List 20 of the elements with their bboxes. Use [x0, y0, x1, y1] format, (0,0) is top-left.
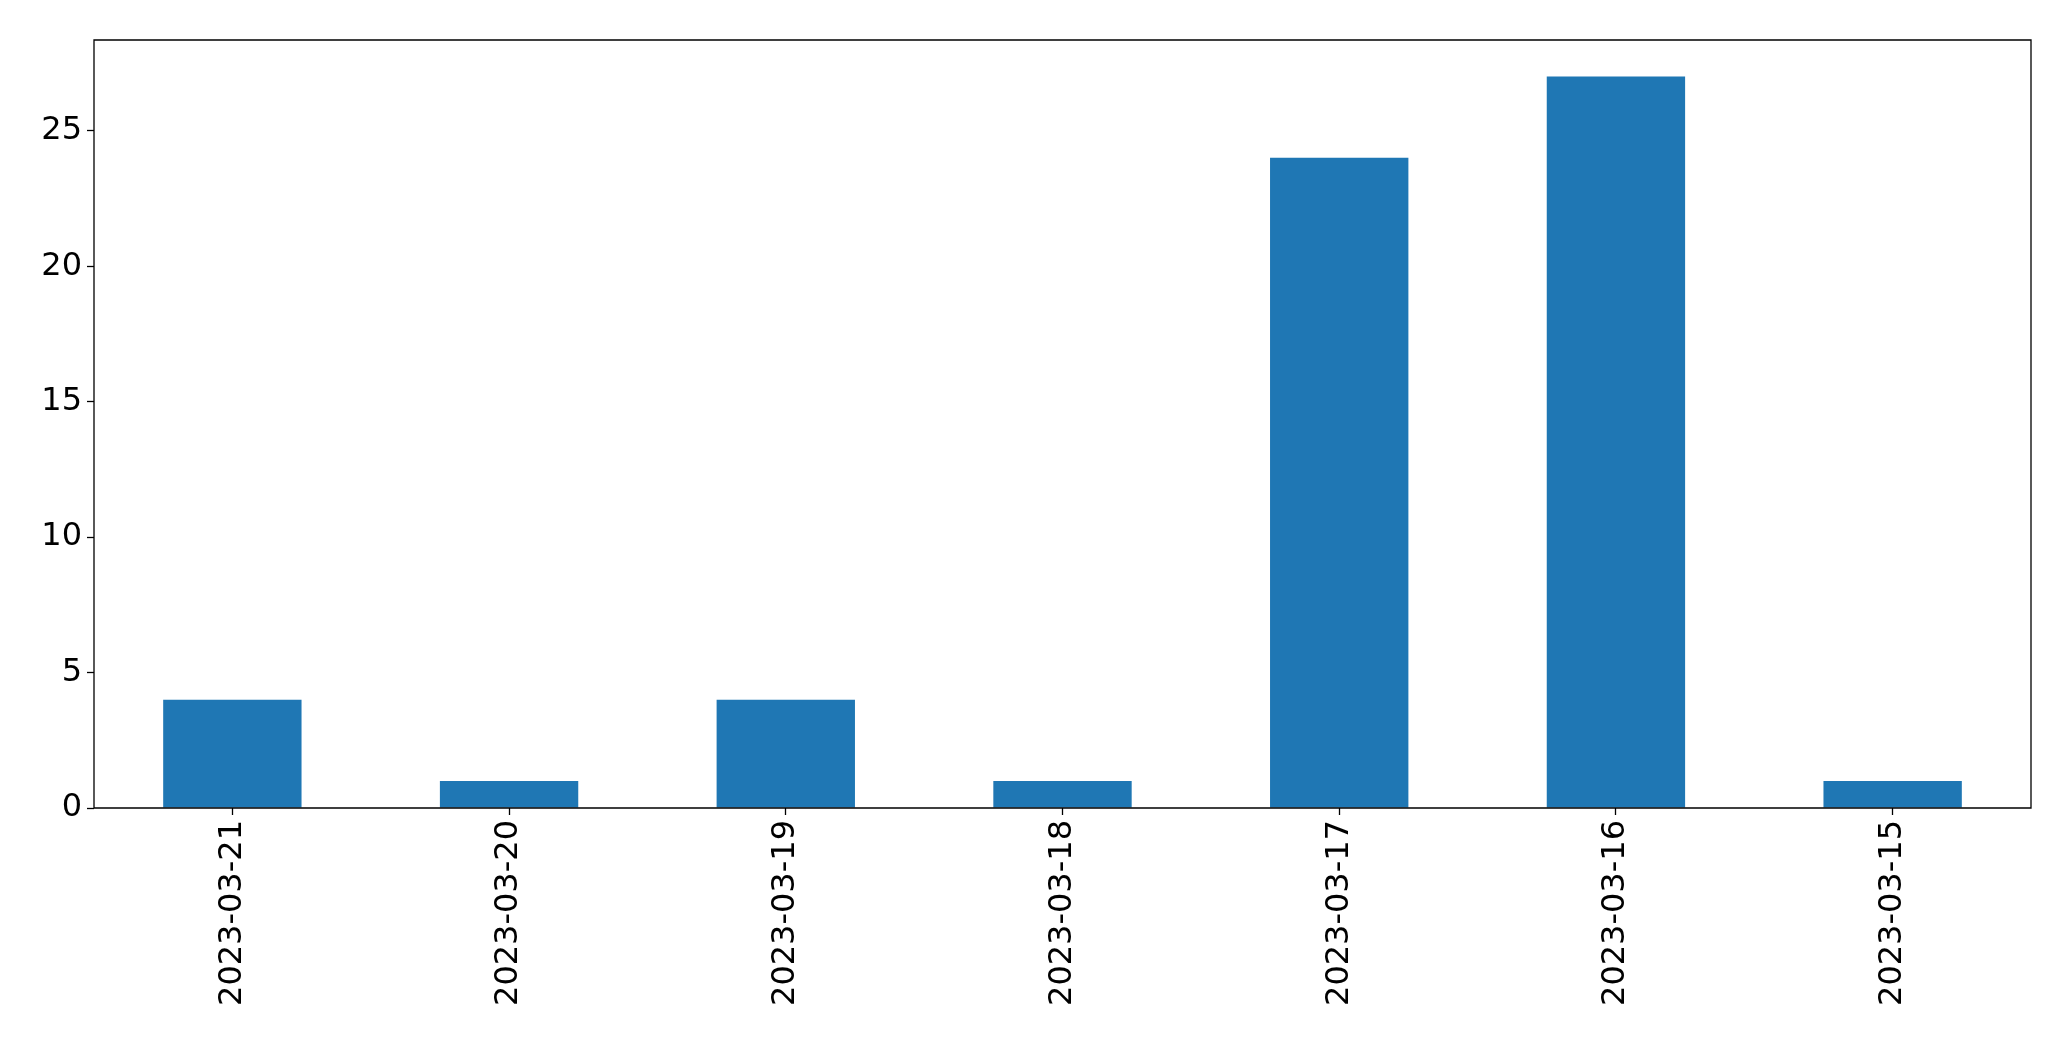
x-tick-label: 2023-03-18 — [1040, 820, 1079, 1006]
bar — [993, 780, 1132, 808]
y-tick-label: 10 — [41, 515, 82, 554]
x-tick-label: 2023-03-21 — [210, 820, 249, 1006]
bar — [1823, 780, 1962, 808]
y-tick-label: 5 — [61, 650, 82, 689]
bar — [439, 780, 579, 808]
bar — [1270, 157, 1409, 808]
bar — [716, 699, 855, 808]
x-tick-label: 2023-03-15 — [1870, 820, 1909, 1006]
y-tick-label: 15 — [41, 379, 82, 418]
bar — [1546, 76, 1686, 808]
x-tick-label: 2023-03-20 — [487, 820, 526, 1006]
y-tick-label: 0 — [61, 786, 82, 825]
y-tick-label: 20 — [41, 244, 82, 283]
x-tick-label: 2023-03-16 — [1594, 820, 1633, 1006]
x-tick-label: 2023-03-17 — [1317, 820, 1356, 1006]
bar — [163, 699, 302, 808]
x-tick-label: 2023-03-19 — [764, 820, 803, 1006]
y-tick-label: 25 — [41, 109, 82, 148]
